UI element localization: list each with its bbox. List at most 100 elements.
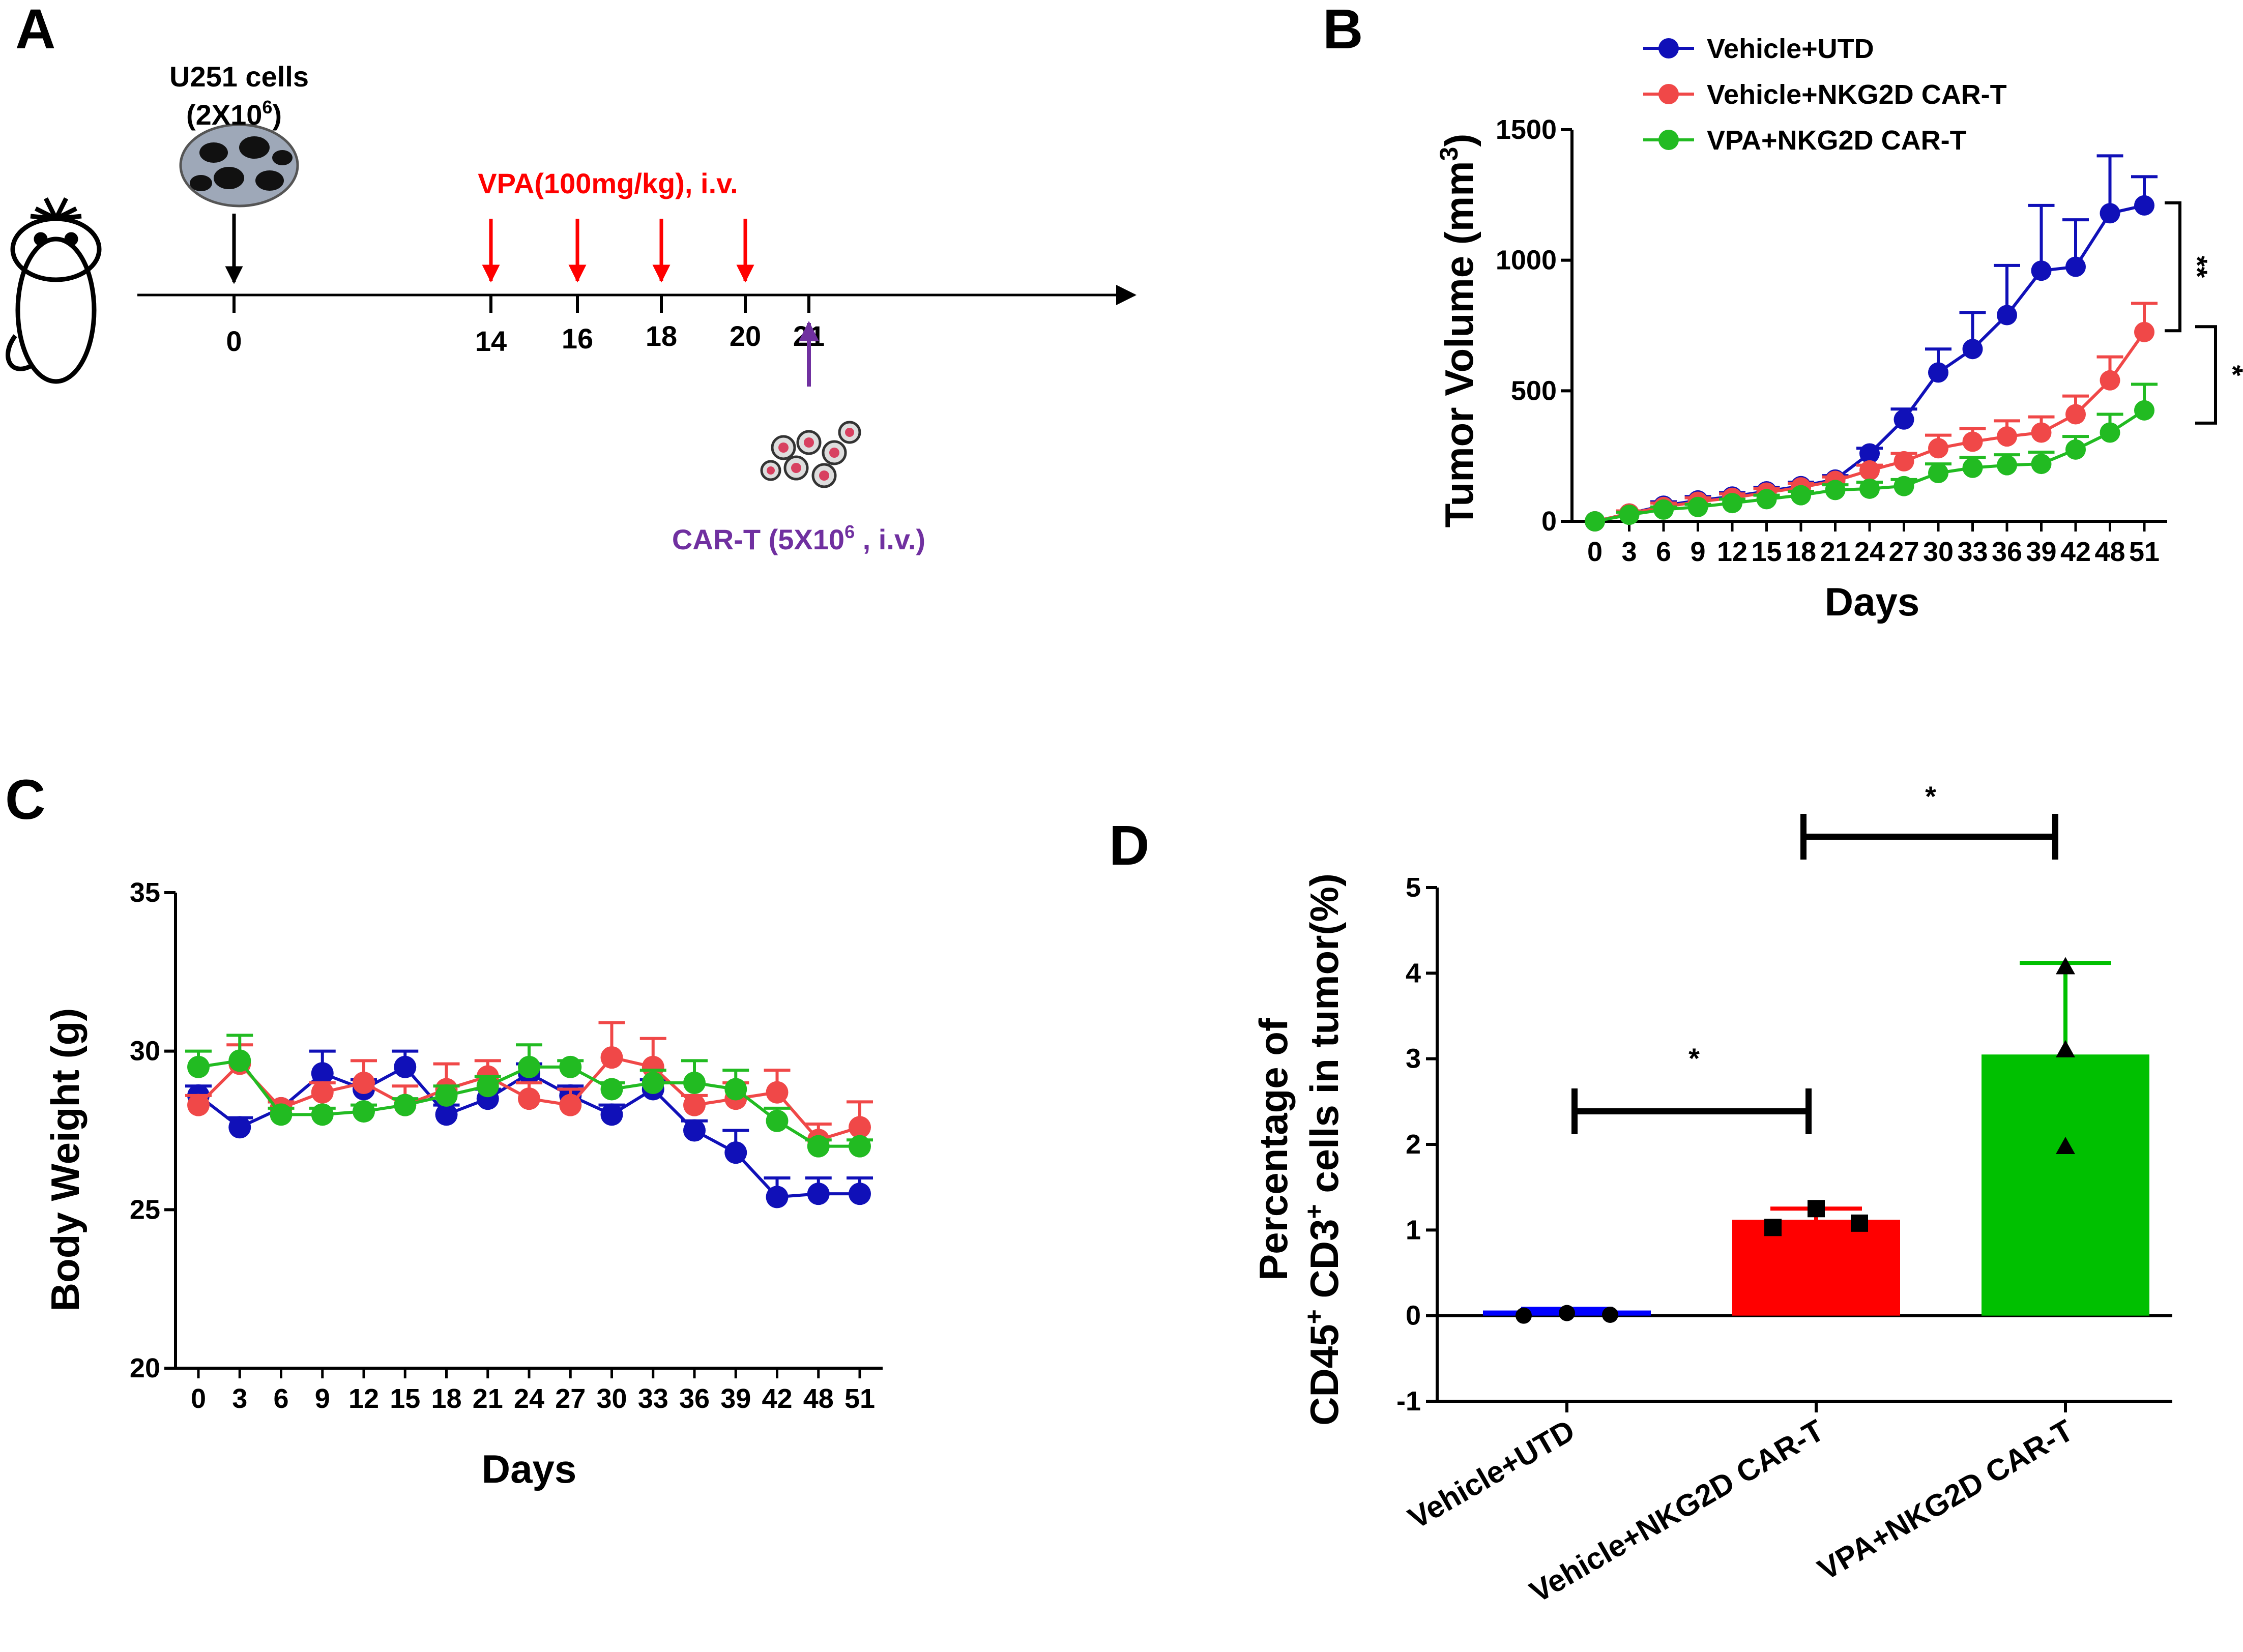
x-tick-label: VPA+NKG2D CAR-T	[1812, 1413, 2079, 1587]
data-point	[766, 1081, 789, 1104]
y-axis-label-line2: CD45+ CD3+ cells in tumor(%)	[1300, 873, 1347, 1426]
x-tick-label: 36	[679, 1383, 710, 1414]
data-point	[1791, 485, 1811, 506]
data-point	[1722, 493, 1742, 514]
data-point	[2100, 203, 2120, 224]
tumor-cells-icon	[179, 123, 299, 208]
cells-dose-exp: 6	[262, 97, 272, 117]
y-tick-label: 35	[130, 877, 160, 908]
car-t-cells-icon	[760, 421, 861, 488]
panel-label-a: A	[15, 0, 55, 61]
data-point	[518, 1055, 540, 1078]
mouse-icon	[6, 197, 102, 384]
data-point	[724, 1141, 747, 1164]
significance-label: *	[2217, 365, 2243, 376]
y-axis-label: Tumor Volume (mm3)	[1435, 134, 1481, 528]
data-point	[1756, 489, 1777, 510]
data-point	[1962, 457, 1983, 478]
series-vehicle-nkg2d-car-t	[185, 1021, 873, 1152]
data-point	[766, 1186, 789, 1208]
significance-label: **	[2181, 256, 2213, 278]
data-point	[683, 1072, 706, 1094]
cells-label: U251 cells	[169, 61, 309, 93]
significance-bracket	[2165, 201, 2181, 333]
legend: Vehicle+UTD Vehicle+NKG2D CAR-T VPA+NKG2D …	[1643, 34, 2007, 156]
data-point	[1928, 463, 1948, 484]
data-point	[600, 1103, 623, 1126]
data-point	[1602, 1306, 1618, 1323]
y-tick-label: 500	[1511, 375, 1557, 406]
y-label-cd45: CD45	[1302, 1324, 1347, 1425]
x-tick-label: 39	[720, 1383, 751, 1414]
x-tick-label: 51	[2129, 537, 2160, 567]
data-point	[476, 1075, 499, 1098]
panel-label-d: D	[1109, 814, 1149, 877]
x-tick-label: 9	[315, 1383, 330, 1414]
data-point	[1859, 478, 1880, 499]
data-point	[2065, 404, 2086, 425]
data-point	[1825, 480, 1846, 500]
data-point	[187, 1094, 210, 1116]
y-axis-label-base: Tumor Volume (mm	[1437, 161, 1481, 527]
x-tick-label: 9	[1690, 537, 1705, 567]
timeline-ticks: 01416182021	[226, 295, 825, 357]
data-point	[311, 1081, 334, 1104]
data-point	[600, 1078, 623, 1101]
vpa-arrows	[482, 219, 754, 283]
data-point	[1894, 451, 1914, 471]
data-point	[766, 1109, 789, 1132]
significance-label: *	[1688, 1042, 1700, 1074]
data-point	[228, 1049, 251, 1072]
x-tick-label: 48	[2094, 537, 2125, 567]
data-point	[807, 1135, 830, 1158]
car-t-label-base: CAR-T (5X10	[672, 523, 844, 555]
x-tick-label: 0	[1587, 537, 1603, 567]
data-point	[1894, 409, 1914, 430]
data-point	[353, 1100, 375, 1123]
data-point	[642, 1072, 664, 1094]
panel-label-b: B	[1323, 0, 1363, 61]
bar-group-vpa-nkg2d-car-t	[1982, 957, 2149, 1316]
x-axis-label: Days	[1825, 579, 1919, 624]
y-tick-label: 2	[1406, 1129, 1421, 1160]
data-point	[2056, 1137, 2075, 1155]
vpa-label: VPA(100mg/kg), i.v.	[478, 167, 738, 199]
tumor-volume-chart: Vehicle+UTD Vehicle+NKG2D CAR-T VPA+NKG2D …	[1435, 34, 2243, 624]
x-tick-label: 48	[803, 1383, 834, 1414]
data-point	[1928, 362, 1948, 383]
x-tick-label: 33	[638, 1383, 668, 1414]
panel-label-c: C	[5, 769, 45, 831]
data-point	[683, 1119, 706, 1142]
data-point	[311, 1062, 334, 1085]
data-point	[2100, 422, 2120, 443]
data-point	[2031, 422, 2052, 443]
data-point	[435, 1084, 458, 1107]
data-point	[1962, 339, 1983, 360]
x-tick-label: 33	[1957, 537, 1988, 567]
cells-dose: (2X106)	[186, 97, 282, 131]
y-tick-label: -1	[1396, 1386, 1421, 1417]
y-tick-label: 1500	[1496, 114, 1557, 145]
y-label-rest: cells in tumor(%)	[1302, 873, 1347, 1204]
schematic-panel: U251 cells (2X106) 01416182021 VPA(100mg…	[6, 61, 1137, 555]
y-axis-label-sup: 3	[1435, 147, 1463, 161]
cd45-cd3-bar-chart: Percentage of CD45+ CD3+ cells in tumor(…	[1251, 780, 2172, 1609]
significance-bracket	[2195, 325, 2217, 425]
car-t-label-exp: 6	[844, 521, 855, 542]
data-point	[1808, 1200, 1825, 1218]
series-vpa-nkg2d-car-t	[185, 1034, 873, 1158]
timeline-day-label: 16	[562, 322, 593, 355]
timeline-day-label: 20	[730, 320, 761, 352]
x-tick-label: 24	[1854, 537, 1885, 567]
data-point	[1619, 505, 1640, 525]
cells-dose-base: (2X10	[186, 99, 262, 131]
x-axis-label: Days	[482, 1447, 576, 1491]
y-tick-label: 1000	[1496, 245, 1557, 276]
y-tick-label: 25	[130, 1194, 160, 1225]
x-tick-label: 12	[1717, 537, 1747, 567]
data-point	[270, 1103, 293, 1126]
y-axis-label: Body Weight (g)	[43, 1008, 88, 1311]
